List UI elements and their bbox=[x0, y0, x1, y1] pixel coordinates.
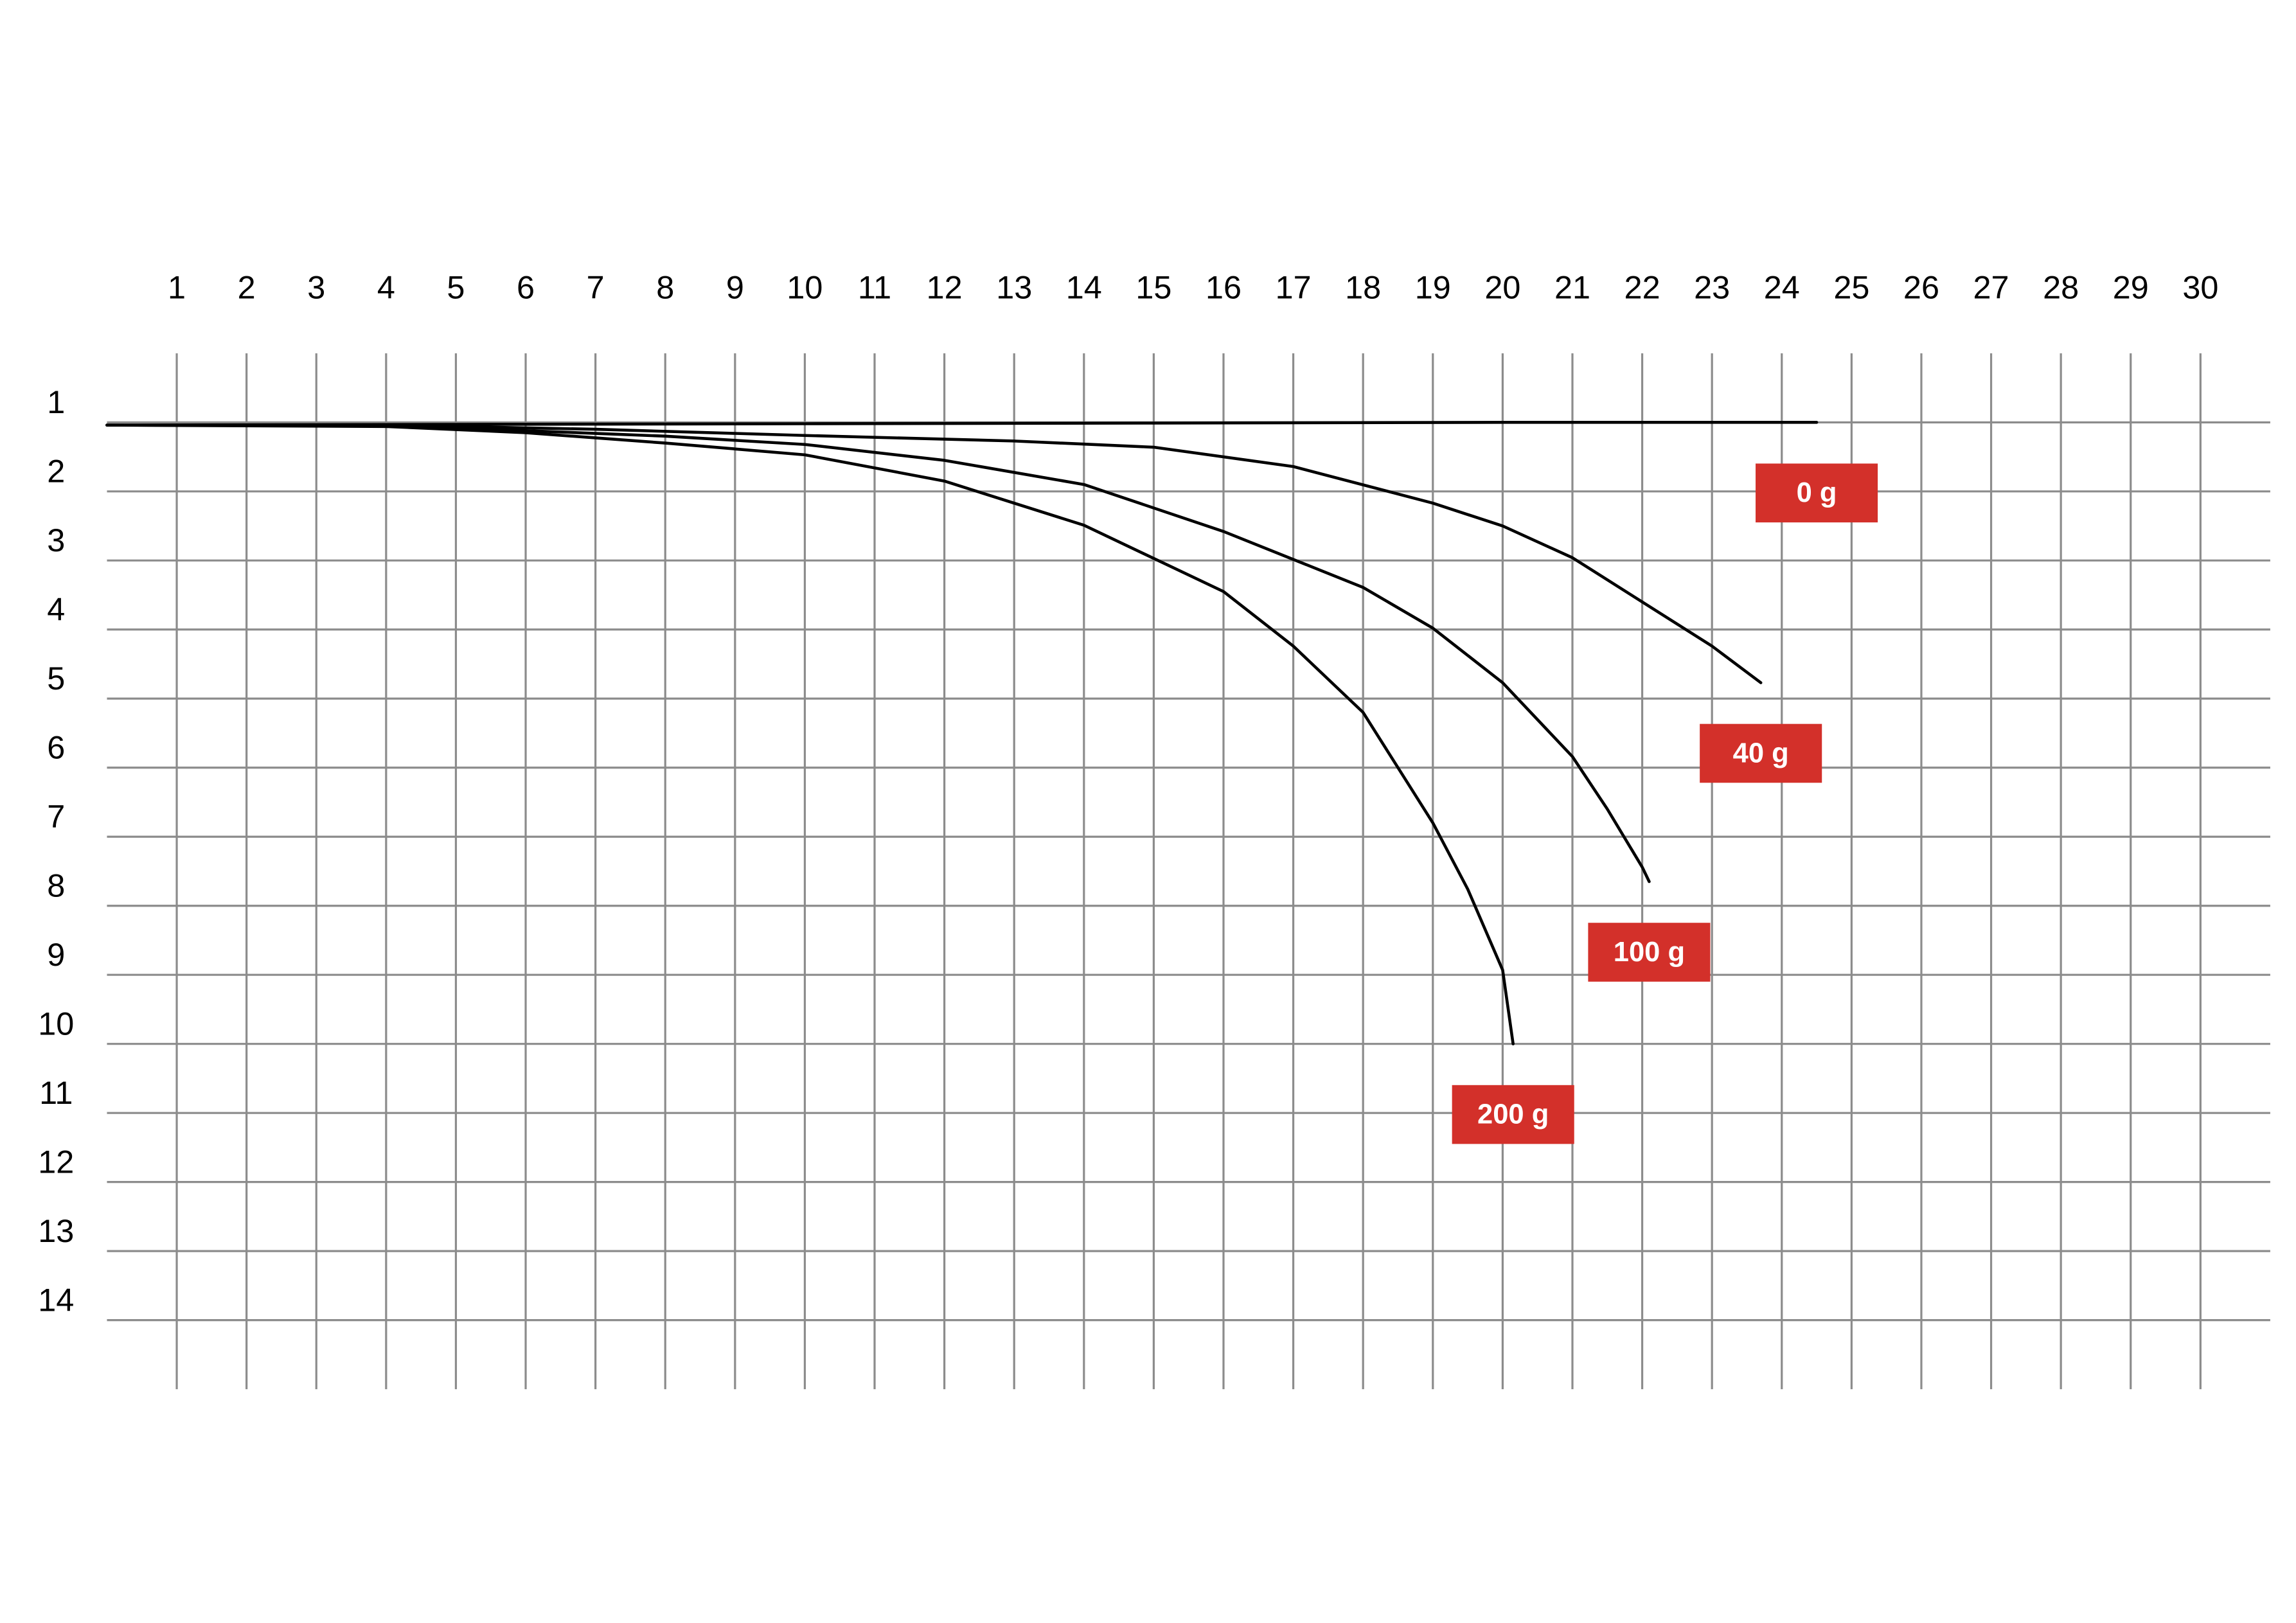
x-tick-label: 15 bbox=[1135, 269, 1171, 305]
x-tick-label: 7 bbox=[587, 269, 605, 305]
x-tick-label: 24 bbox=[1764, 269, 1800, 305]
x-tick-label: 8 bbox=[656, 269, 674, 305]
y-tick-label: 6 bbox=[47, 729, 65, 766]
x-tick-label: 10 bbox=[787, 269, 823, 305]
x-tick-label: 16 bbox=[1206, 269, 1241, 305]
series-label: 0 g bbox=[1797, 477, 1837, 508]
x-tick-label: 28 bbox=[2043, 269, 2079, 305]
y-tick-label: 10 bbox=[38, 1006, 74, 1042]
x-tick-label: 27 bbox=[1973, 269, 2009, 305]
x-tick-label: 12 bbox=[927, 269, 963, 305]
x-tick-label: 14 bbox=[1066, 269, 1102, 305]
x-tick-label: 30 bbox=[2182, 269, 2218, 305]
x-tick-label: 17 bbox=[1276, 269, 1312, 305]
label-box bbox=[1700, 723, 1822, 783]
x-tick-label: 6 bbox=[517, 269, 535, 305]
x-tick-label: 26 bbox=[1903, 269, 1939, 305]
y-tick-label: 2 bbox=[47, 453, 65, 490]
x-tick-label: 4 bbox=[377, 269, 395, 305]
x-tick-label: 23 bbox=[1694, 269, 1730, 305]
x-tick-label: 18 bbox=[1345, 269, 1381, 305]
label-box bbox=[1452, 1085, 1574, 1144]
y-tick-label: 1 bbox=[47, 384, 65, 420]
y-tick-label: 3 bbox=[47, 522, 65, 558]
y-tick-label: 11 bbox=[39, 1074, 73, 1111]
label-box bbox=[1756, 463, 1878, 523]
x-tick-label: 20 bbox=[1484, 269, 1520, 305]
curve bbox=[105, 423, 1763, 684]
curve bbox=[105, 423, 1515, 1045]
x-tick-label: 5 bbox=[447, 269, 465, 305]
x-tick-label: 3 bbox=[307, 269, 325, 305]
x-tick-label: 29 bbox=[2113, 269, 2149, 305]
y-tick-label: 7 bbox=[47, 798, 65, 835]
series-label: 40 g bbox=[1733, 738, 1789, 768]
y-tick-label: 5 bbox=[47, 660, 65, 696]
x-tick-label: 25 bbox=[1833, 269, 1869, 305]
x-tick-label: 22 bbox=[1624, 269, 1660, 305]
x-tick-label: 1 bbox=[168, 269, 186, 305]
series-label: 200 g bbox=[1477, 1099, 1549, 1130]
x-tick-label: 9 bbox=[726, 269, 744, 305]
y-tick-label: 12 bbox=[38, 1143, 74, 1180]
y-tick-label: 13 bbox=[38, 1212, 74, 1249]
y-tick-label: 8 bbox=[47, 867, 65, 904]
y-tick-label: 14 bbox=[38, 1281, 74, 1318]
x-tick-label: 13 bbox=[996, 269, 1032, 305]
series-label: 100 g bbox=[1614, 937, 1685, 968]
x-tick-label: 11 bbox=[858, 269, 891, 305]
x-tick-label: 19 bbox=[1415, 269, 1451, 305]
label-box bbox=[1588, 923, 1711, 982]
y-tick-label: 9 bbox=[47, 936, 65, 973]
x-tick-label: 2 bbox=[238, 269, 256, 305]
curve bbox=[105, 423, 1651, 883]
y-tick-label: 4 bbox=[47, 591, 65, 628]
x-tick-label: 21 bbox=[1554, 269, 1590, 305]
